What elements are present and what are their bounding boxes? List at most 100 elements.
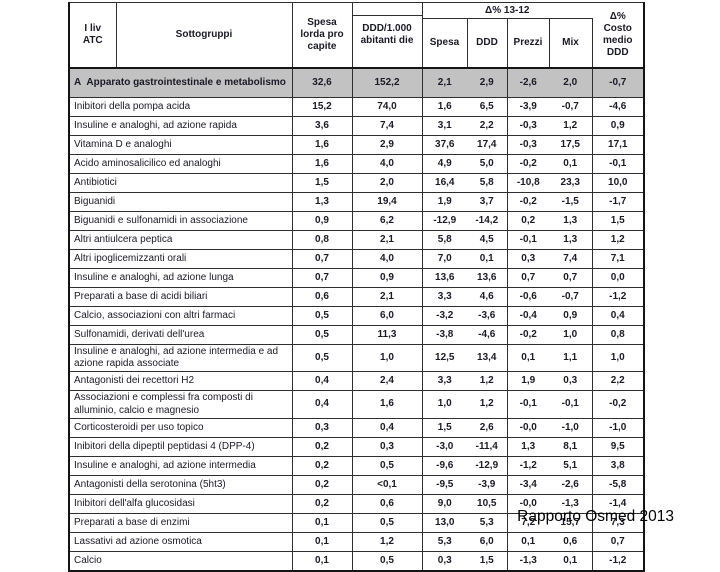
delta-spesa-value: -9,6	[422, 456, 467, 476]
subgroup-name: Inibitori dell'alfa glucosidasi	[68, 494, 293, 514]
delta-mix-value: 0,1	[549, 551, 593, 572]
delta-mix-value: 0,1	[549, 154, 593, 174]
delta-spesa-value: 1,0	[422, 390, 467, 419]
ddd-1000-value: <0,1	[352, 475, 423, 495]
delta-mix-value: 1,1	[549, 344, 593, 373]
delta-mix-value: 15,7	[549, 513, 593, 533]
delta-mix-value: 17,5	[549, 135, 593, 155]
delta-spesa-value: -9,5	[422, 475, 467, 495]
costo-medio-value: -4,6	[592, 97, 645, 117]
ddd-1000-value: 0,3	[352, 437, 423, 457]
delta-spesa-value: 37,6	[422, 135, 467, 155]
delta-spesa-value: -3,8	[422, 325, 467, 345]
delta-spesa-value: 9,0	[422, 494, 467, 514]
delta-spesa-value: 2,1	[422, 68, 467, 98]
delta-mix-value: -0,1	[549, 390, 593, 419]
spesa-lorda-value: 0,1	[292, 513, 353, 533]
costo-medio-value: 2,2	[592, 371, 645, 392]
delta-prezzi-value: -1,2	[507, 456, 549, 476]
table-row: Preparati a base di acidi biliari 0,6 2,1 3…	[68, 287, 645, 307]
spesa-lorda-value: 0,2	[292, 475, 353, 495]
header-delta-ddd: DDD	[467, 18, 508, 68]
delta-spesa-value: 0,3	[422, 551, 467, 572]
delta-spesa-value: 1,5	[422, 418, 467, 438]
table-row: Lassativi ad azione osmotica 0,1 1,2 5,3 6,0…	[68, 532, 645, 552]
subgroup-name: Associazioni e complessi fra composti di…	[68, 390, 293, 419]
subgroup-name: Insuline e analoghi, ad azione intermedi…	[68, 344, 293, 373]
table-row: Inibitori della dipeptil peptidasi 4 (DP…	[68, 437, 645, 457]
delta-mix-value: 0,6	[549, 532, 593, 552]
delta-spesa-value: 3,3	[422, 371, 467, 392]
delta-mix-value: -0,7	[549, 97, 593, 117]
table-row: Calcio 0,1 0,5 0,3 1,5 -1,3 0,1 -1,2	[68, 551, 645, 572]
delta-prezzi-value: 1,3	[507, 437, 549, 457]
delta-ddd-value: -11,4	[467, 437, 508, 457]
header-atc-level: I liv ATC	[68, 2, 117, 68]
delta-spesa-value: -12,9	[422, 211, 467, 231]
delta-spesa-value: 4,9	[422, 154, 467, 174]
ddd-1000-value: 2,9	[352, 135, 423, 155]
table-row: Associazioni e complessi fra composti di…	[68, 390, 645, 419]
delta-mix-value: -1,3	[549, 494, 593, 514]
subgroup-name: Preparati a base di enzimi	[68, 513, 293, 533]
costo-medio-value: 10,0	[592, 173, 645, 193]
delta-mix-value: 5,1	[549, 456, 593, 476]
ddd-1000-value: 11,3	[352, 325, 423, 345]
delta-ddd-value: 0,1	[467, 249, 508, 269]
ddd-1000-value: 0,5	[352, 456, 423, 476]
costo-medio-value: 1,0	[592, 344, 645, 373]
delta-mix-value: -1,5	[549, 192, 593, 212]
delta-mix-value: 7,4	[549, 249, 593, 269]
table-row: Antagonisti dei recettori H2 0,4 2,4 3,3 1,2…	[68, 371, 645, 392]
spesa-lorda-value: 1,3	[292, 192, 353, 212]
header-ddd-1000: DDD/1.000 abitanti die	[351, 2, 423, 68]
subgroup-name: Calcio, associazioni con altri farmaci	[68, 306, 293, 326]
delta-spesa-value: -3,0	[422, 437, 467, 457]
ddd-1000-value: 7,4	[352, 116, 423, 136]
subgroup-name: Sulfonamidi, derivati dell'urea	[68, 325, 293, 345]
costo-medio-value: 7,3	[592, 513, 645, 533]
delta-spesa-value: 5,8	[422, 230, 467, 250]
header-delta-prezzi: Prezzi	[507, 18, 550, 68]
spesa-lorda-value: 0,4	[292, 390, 353, 419]
table-row: Biguanidi 1,3 19,4 1,9 3,7 -0,2 -1,5 -1,7	[68, 192, 645, 212]
costo-medio-value: 0,8	[592, 325, 645, 345]
subgroup-name: Lassativi ad azione osmotica	[68, 532, 293, 552]
costo-medio-value: -0,2	[592, 390, 645, 419]
delta-spesa-value: 1,6	[422, 97, 467, 117]
table-row: Insuline e analoghi, ad azione rapida 3,6…	[68, 116, 645, 136]
delta-prezzi-value: -3,4	[507, 475, 549, 495]
delta-mix-value: -1,0	[549, 418, 593, 438]
subgroup-name: Antibiotici	[68, 173, 293, 193]
delta-ddd-value: 6,5	[467, 97, 508, 117]
ddd-1000-value: 1,0	[352, 344, 423, 373]
subgroup-name: Antagonisti della serotonina (5ht3)	[68, 475, 293, 495]
subgroup-name: Vitamina D e analoghi	[68, 135, 293, 155]
costo-medio-value: -1,0	[592, 418, 645, 438]
delta-ddd-value: 2,9	[467, 68, 508, 98]
table-body: A Apparato gastrointestinale e metabolis…	[68, 68, 645, 572]
delta-prezzi-value: -0,3	[507, 135, 549, 155]
delta-ddd-value: 5,3	[467, 513, 508, 533]
delta-prezzi-value: -0,2	[507, 192, 549, 212]
costo-medio-value: 1,2	[592, 230, 645, 250]
delta-spesa-value: 3,1	[422, 116, 467, 136]
spesa-lorda-value: 0,1	[292, 551, 353, 572]
delta-ddd-value: 6,0	[467, 532, 508, 552]
delta-ddd-value: 13,6	[467, 268, 508, 288]
table-row: Acido aminosalicilico ed analoghi 1,6 4,0 4…	[68, 154, 645, 174]
delta-ddd-value: -14,2	[467, 211, 508, 231]
delta-spesa-value: 1,9	[422, 192, 467, 212]
osmed-table-container: I liv ATC Sottogruppi Spesa lorda pro ca…	[68, 2, 645, 572]
costo-medio-value: 0,0	[592, 268, 645, 288]
delta-prezzi-value: 1,9	[507, 371, 549, 392]
table-row: Insuline e analoghi, ad azione lunga 0,7 0…	[68, 268, 645, 288]
delta-prezzi-value: -3,9	[507, 97, 549, 117]
ddd-1000-value: 0,4	[352, 418, 423, 438]
ddd-1000-value: 74,0	[352, 97, 423, 117]
table-row: Calcio, associazioni con altri farmaci 0,…	[68, 306, 645, 326]
header-delta-mix: Mix	[549, 18, 593, 68]
delta-ddd-value: 10,5	[467, 494, 508, 514]
delta-prezzi-value: 0,1	[507, 532, 549, 552]
spesa-lorda-value: 0,9	[292, 211, 353, 231]
